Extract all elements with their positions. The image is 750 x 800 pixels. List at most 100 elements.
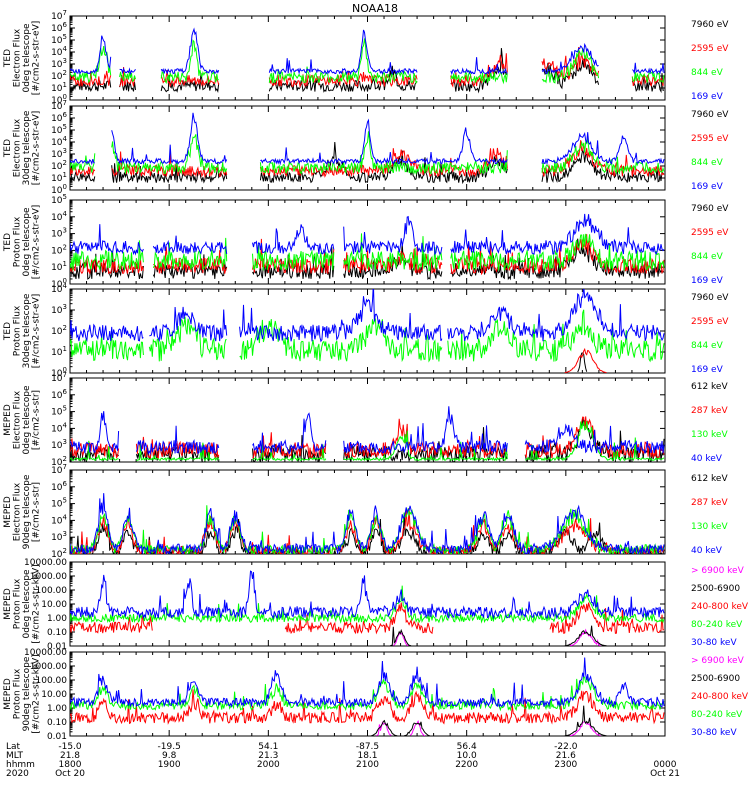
time-axis-value: 21.3 [258,751,278,761]
legend-entry: 612 keV [691,382,728,392]
series-trace [564,347,607,373]
legend-entry: 2500-6900 [691,674,740,684]
legend-entry: 30-80 keV [691,728,737,738]
series-green [70,309,665,363]
time-row-label: MLT [6,751,24,761]
y-axis-label: Electron Flux [13,482,23,541]
time-axis-value: 21.8 [60,751,80,761]
y-tick-label: 102 [51,324,67,337]
series-trace [70,213,665,256]
y-axis-label: MEPED [3,496,13,528]
time-axis-value: 18.1 [357,751,377,761]
legend-entry: 169 eV [691,182,724,192]
panel-6: 102 103 104 105 106 107 MEPED Electron Flux 90de… [3,463,728,560]
y-tick-label: 103 [51,147,67,160]
y-tick-label: 104 [51,513,67,526]
y-axis-label: TED [3,322,13,341]
y-tick-label: 106 [51,111,67,124]
y-axis-label: 90deg telescope [22,656,32,731]
y-axis-label: 0deg telescope [22,569,32,639]
time-axis-value: -87.5 [356,742,379,752]
y-axis-label: Electron Flux [13,28,23,87]
legend-entry: 287 keV [691,498,728,508]
y-axis-label: Electron Flux [13,390,23,449]
time-axis-value: 54.1 [258,742,278,752]
y-axis-label: TED [3,49,13,68]
series-trace [371,705,607,736]
series-trace [70,309,665,363]
series-blue [70,493,665,554]
chart-title: NOAA18 [352,2,398,15]
series-trace [70,406,665,456]
y-tick-label: 104 [51,135,67,148]
time-axis-value: 56.4 [457,742,477,752]
series-magenta [376,719,601,736]
panel-5: 102 103 104 105 106 107 MEPED Electron Flux 0deg… [3,371,728,468]
y-tick-label: 10.00 [41,690,67,700]
y-axis-label: [#/cm2-s-str-eV] [32,205,42,280]
time-row-label: 2020 [6,769,29,779]
y-axis-label: 0deg telescope [22,23,32,93]
y-axis-label: [#/cm2-s-str-eV] [32,21,42,96]
time-axis-value: 0000 [654,760,677,770]
y-tick-label: 107 [51,99,67,112]
y-axis-label: [#/cm2-s-str] [32,390,42,450]
time-axis-value: 10.0 [457,751,477,761]
time-axis-value: 21.6 [556,751,576,761]
y-axis-label: TED [3,139,13,158]
y-tick-label: 10000.00 [24,648,67,658]
y-tick-label: 102 [51,69,67,82]
series-blue [70,657,665,708]
y-tick-label: 100 [51,366,67,379]
y-axis-label: Proton Flux [13,578,23,629]
y-axis-label: 0deg telescope [22,385,32,455]
y-axis-label: [#/cm2-s-str] [32,482,42,542]
y-tick-label: 103 [51,227,67,240]
y-tick-label: 100.00 [36,586,68,596]
y-tick-label: 102 [51,547,67,560]
legend-entry: 130 keV [691,522,728,532]
y-tick-label: 104 [51,45,67,58]
y-tick-label: 105 [51,123,67,136]
y-tick-label: 0.10 [47,628,67,638]
y-axis-label: [#/cm2-s-str-eV] [32,294,42,369]
time-axis-value: 2300 [554,760,577,770]
legend-entry: 844 eV [691,252,724,262]
y-tick-label: 101 [51,345,67,358]
series-blue [70,213,665,256]
y-tick-label: 103 [51,530,67,543]
time-axis-value: 1900 [158,760,181,770]
series-red [70,602,665,635]
y-tick-label: 100.00 [36,676,68,686]
series-red [70,507,665,554]
y-tick-label: 1000.00 [30,662,67,672]
series-green [70,420,665,462]
panel-8: 0.01 0.10 1.00 10.00 100.00 1000.00 10000.00 ME… [3,648,749,742]
y-tick-label: 105 [51,405,67,418]
series-blue [70,570,665,620]
y-tick-label: 1.00 [47,614,67,624]
y-tick-label: 106 [51,480,67,493]
y-axis-label: Proton Flux [13,305,23,356]
legend-entry: 40 keV [691,546,723,556]
y-tick-label: 0.01 [47,642,67,652]
y-axis-label: [#/cm2-s-str-eV] [32,111,42,186]
series-trace [70,416,665,460]
y-tick-label: 100 [51,93,67,106]
series-blue [70,289,665,343]
series-green [70,233,665,272]
time-axis-value: -15.0 [58,742,82,752]
legend-entry: > 6900 keV [691,566,745,576]
y-tick-label: 1.00 [47,704,67,714]
y-tick-label: 107 [51,9,67,22]
series-black [70,48,664,94]
y-tick-label: 10.00 [41,600,67,610]
series-red [70,416,665,460]
time-row-label: hhmm [6,760,35,770]
series-trace [70,420,665,462]
y-axis-label: 0deg telescope [22,207,32,277]
y-axis-label: 30deg telescope [22,293,32,368]
y-axis-label: MEPED [3,404,13,436]
